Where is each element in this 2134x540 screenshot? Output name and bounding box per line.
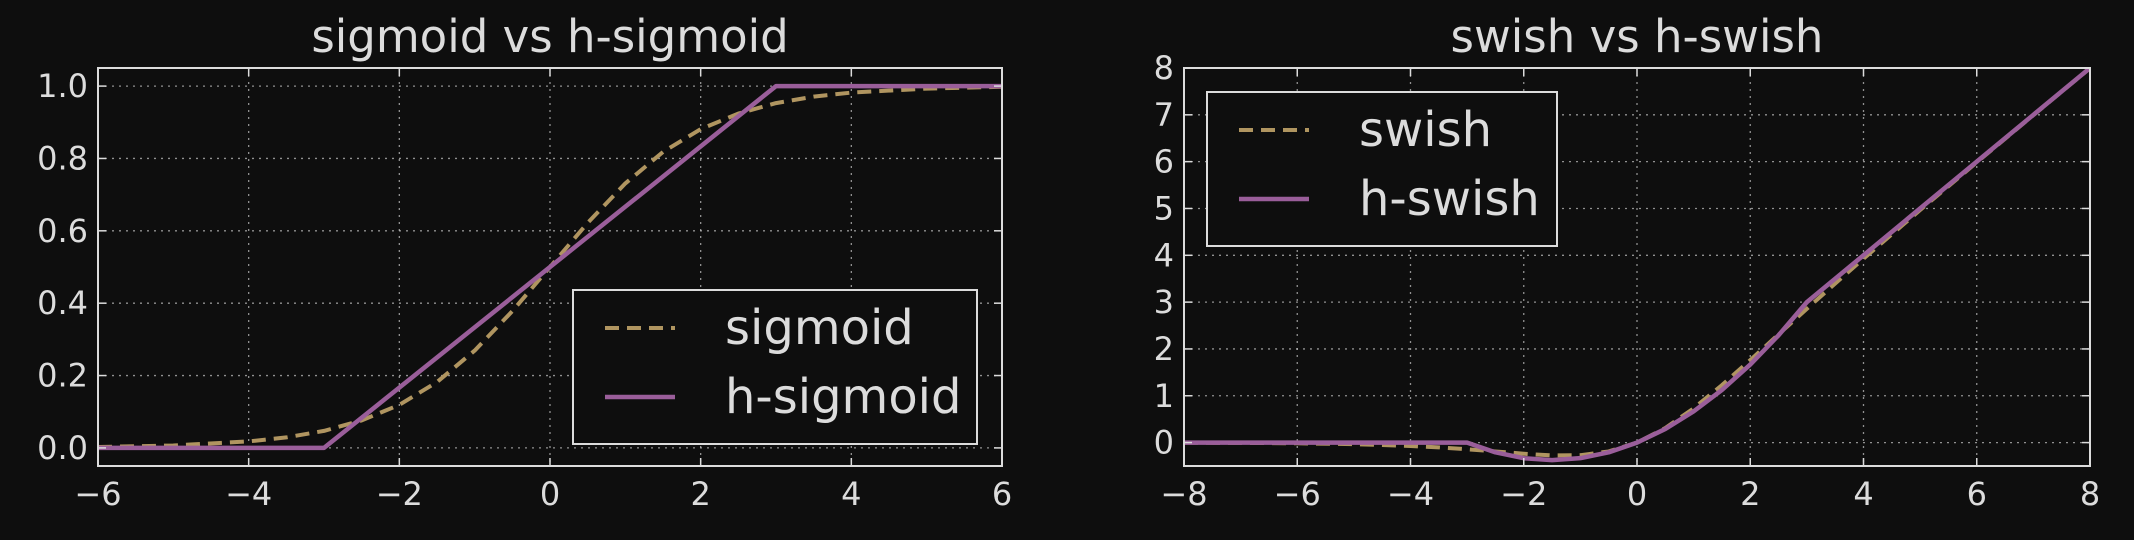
y-tick-label: 3	[1154, 283, 1174, 321]
series-line-swish	[1184, 68, 2090, 458]
x-tick-label: 4	[1853, 475, 1873, 513]
series-line-h-sigmoid	[98, 83, 1002, 451]
legend-box	[1206, 91, 1558, 247]
legend-label-swish: swish	[1359, 102, 1492, 158]
y-tick-label: 2	[1154, 330, 1174, 368]
y-tick-label: 0.2	[37, 357, 88, 395]
chart-sigmoid: −6 −4 −2 0 2 4 6 0.0 0.2 0.4 0.6 0.8 1.0 sigmoid vs h…	[37, 10, 1012, 513]
y-tick-label: 0.4	[37, 284, 88, 322]
x-tick-label: 2	[1740, 475, 1760, 513]
chart-swish: −8 −6 −4 −2 0 2 4 6 8 0 1 2 3 4 5 6 7 8 swish vs h-swish sw…	[1154, 10, 2101, 513]
x-tick-label: 0	[1627, 475, 1647, 513]
x-tick-label: 2	[690, 475, 710, 513]
y-tick-label: 0.6	[37, 212, 88, 250]
x-tick-label: −4	[225, 475, 272, 513]
series-line-h-swish	[1184, 68, 2090, 463]
x-tick-label: −6	[74, 475, 121, 513]
legend-box	[572, 289, 978, 445]
y-tick-label: 5	[1154, 189, 1174, 227]
y-tick-label: 6	[1154, 143, 1174, 181]
x-tick-label: −4	[1387, 475, 1434, 513]
legend-label-h-sigmoid: h-sigmoid	[725, 369, 961, 425]
y-tick-label: 0.0	[37, 429, 88, 467]
y-tick-label: 7	[1154, 96, 1174, 134]
x-tick-label: 0	[540, 475, 560, 513]
x-tick-label: −8	[1160, 475, 1207, 513]
x-tick-label: 4	[841, 475, 861, 513]
y-tick-label: 8	[1154, 49, 1174, 87]
y-tick-label: 1.0	[37, 67, 88, 105]
legend: swish h-swish	[1206, 91, 1558, 247]
y-tick-label: 4	[1154, 236, 1174, 274]
x-tick-label: 6	[992, 475, 1012, 513]
legend-label-sigmoid: sigmoid	[725, 300, 914, 356]
y-tick-label: 0	[1154, 424, 1174, 462]
x-tick-label: −2	[376, 475, 423, 513]
y-tick-label: 0.8	[37, 139, 88, 177]
x-tick-label: −6	[1274, 475, 1321, 513]
chart-title: swish vs h-swish	[1451, 10, 1824, 63]
legend-label-h-swish: h-swish	[1359, 171, 1540, 227]
x-tick-label: 6	[1967, 475, 1987, 513]
y-tick-label: 1	[1154, 377, 1174, 415]
x-tick-label: −2	[1500, 475, 1547, 513]
legend: sigmoid h-sigmoid	[572, 289, 978, 445]
chart-title: sigmoid vs h-sigmoid	[311, 10, 788, 63]
x-tick-label: 8	[2080, 475, 2100, 513]
